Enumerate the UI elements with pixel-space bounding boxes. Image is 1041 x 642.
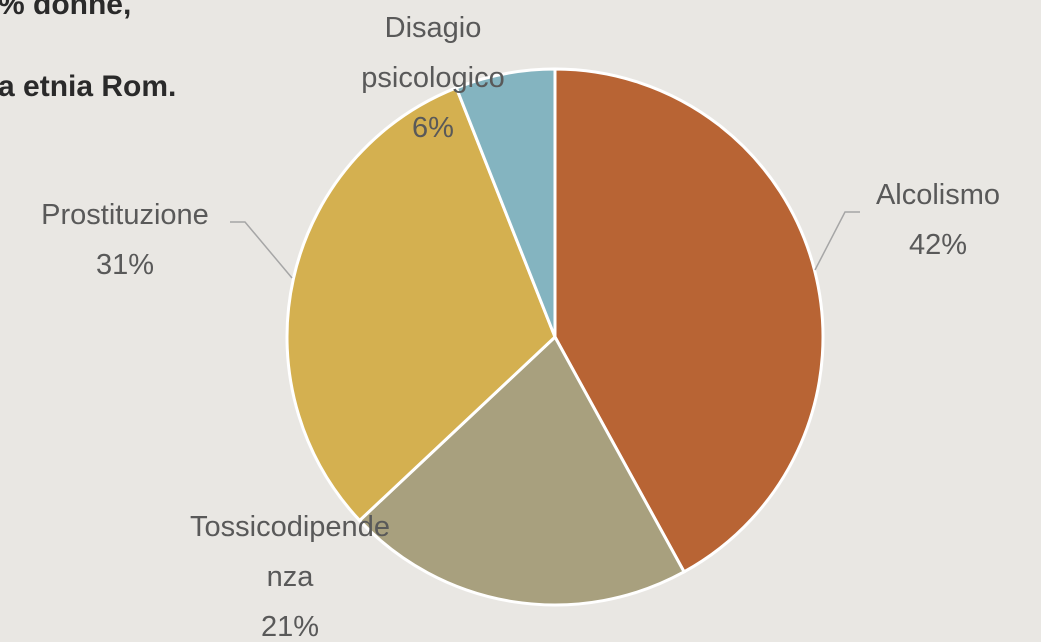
data-label: Disagio psicologico 6% xyxy=(343,3,523,153)
value-label: 42% xyxy=(908,229,968,261)
value-label: 6% xyxy=(412,112,454,144)
text-fragment: a etnia Rom. xyxy=(0,70,177,103)
data-label: Alcolismo 42% xyxy=(818,170,1041,270)
category-label: Alcolismo xyxy=(875,179,1001,211)
pie-slice xyxy=(553,67,825,574)
category-label: Disagio psicologico xyxy=(361,12,505,94)
category-label: Tossicodipendenza xyxy=(190,511,390,593)
pie-slice xyxy=(454,67,557,338)
text-fragment: % donne, xyxy=(0,0,132,21)
data-label: Tossicodipendenza 21% xyxy=(190,502,390,642)
pie-slice xyxy=(357,334,687,607)
leader-line xyxy=(814,211,860,271)
leader-line xyxy=(230,221,293,279)
value-label: 31% xyxy=(95,249,155,281)
category-label: Prostituzione xyxy=(41,199,209,231)
value-label: 21% xyxy=(260,611,320,642)
data-label: Prostituzione 31% xyxy=(5,190,245,290)
pie-slice xyxy=(285,85,557,523)
